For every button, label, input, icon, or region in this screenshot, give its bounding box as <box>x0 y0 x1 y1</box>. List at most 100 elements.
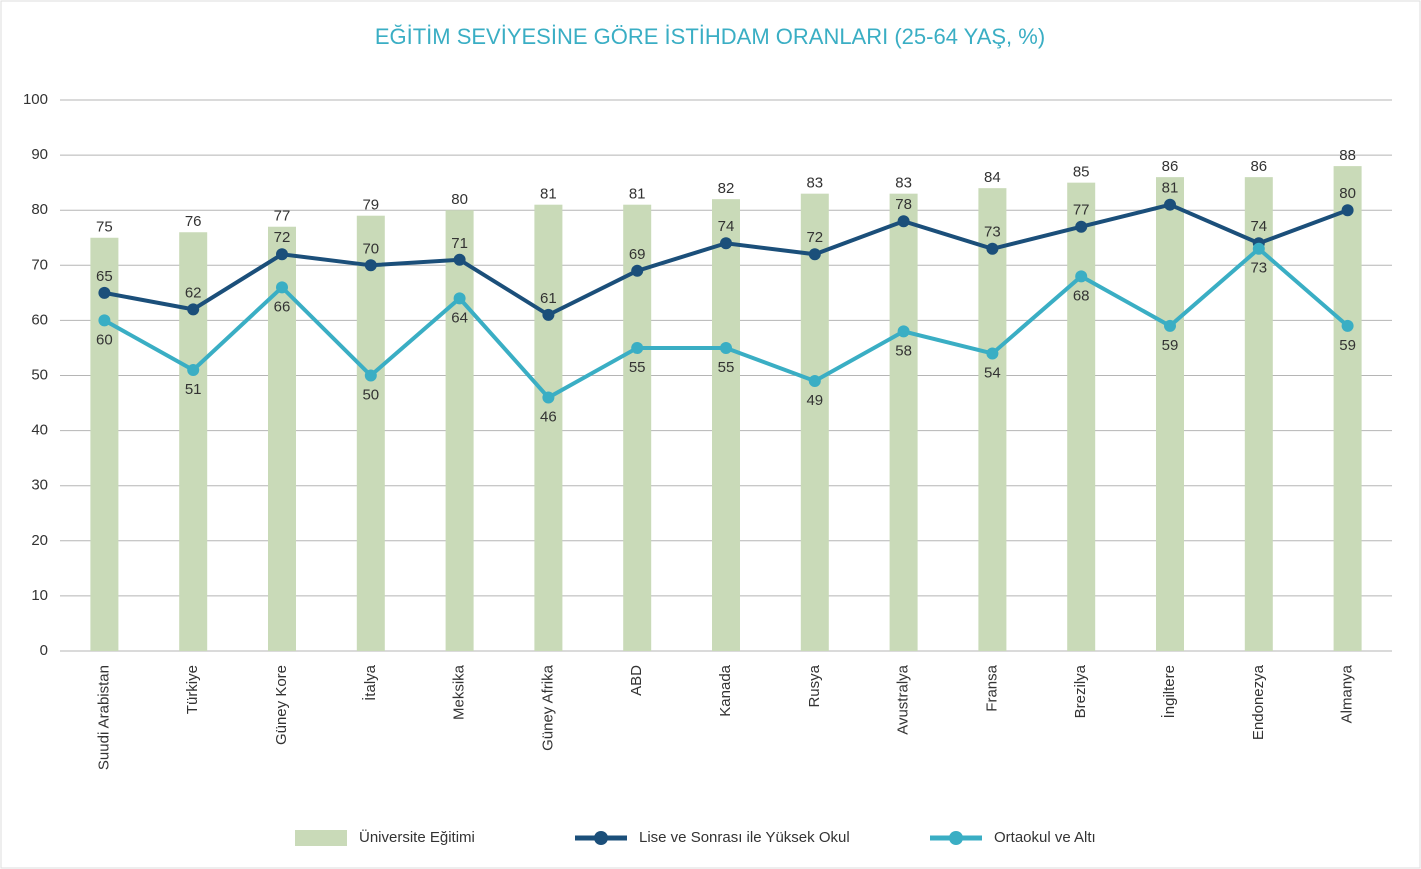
line-value-label: 74 <box>1250 218 1267 235</box>
line-point <box>98 314 111 327</box>
y-tick-label: 50 <box>31 366 48 383</box>
line-value-label: 70 <box>362 240 379 257</box>
bar-value-label: 80 <box>451 191 468 208</box>
x-tick-label: İtalya <box>361 664 379 701</box>
line-value-label: 80 <box>1339 185 1356 202</box>
line-point <box>453 292 466 305</box>
line-point <box>542 391 555 404</box>
bar-value-label: 81 <box>629 186 646 203</box>
legend-swatch <box>594 831 608 845</box>
line-point <box>1075 270 1088 283</box>
x-tick-label: İngiltere <box>1160 665 1178 718</box>
x-tick-label: Güney Afrika <box>539 664 556 751</box>
line-value-label: 61 <box>540 290 557 307</box>
bar <box>445 210 474 651</box>
line-point <box>720 237 732 250</box>
line-point <box>1164 198 1176 211</box>
line-value-label: 69 <box>629 246 646 263</box>
x-tick-label: Avustralya <box>895 664 912 734</box>
line-value-label: 78 <box>895 196 912 213</box>
line-point <box>897 325 910 338</box>
x-tick-label: Suudi Arabistan <box>95 665 112 770</box>
line-value-label: 59 <box>1339 337 1356 354</box>
legend-swatch <box>295 830 347 846</box>
line-point <box>631 341 644 354</box>
bar-value-label: 86 <box>1162 158 1179 175</box>
legend-label: Ortaokul ve Altı <box>994 829 1096 846</box>
line-value-label: 50 <box>362 386 379 403</box>
bar <box>534 204 563 651</box>
line-point <box>1164 319 1176 332</box>
line-point <box>1341 319 1354 332</box>
y-tick-label: 80 <box>31 201 48 218</box>
line-point <box>1341 204 1354 217</box>
line-point <box>98 286 111 299</box>
bar-value-label: 85 <box>1073 164 1090 181</box>
bar-value-label: 84 <box>984 169 1001 186</box>
line-value-label: 66 <box>274 298 291 315</box>
line-value-label: 54 <box>984 364 1001 381</box>
x-tick-label: Brezilya <box>1072 664 1089 718</box>
bar <box>889 193 918 652</box>
line-point <box>276 248 288 261</box>
line-point <box>808 375 821 388</box>
bar-value-label: 79 <box>362 197 379 214</box>
line-point <box>276 281 288 294</box>
line-point <box>364 369 377 382</box>
bar <box>623 204 652 651</box>
line-point <box>808 248 821 261</box>
line-point <box>897 215 910 228</box>
line-value-label: 81 <box>1162 180 1179 197</box>
x-tick-label: Güney Kore <box>273 665 290 745</box>
line-point <box>187 363 200 376</box>
line-point <box>187 303 200 316</box>
line-point <box>720 341 732 354</box>
line-value-label: 55 <box>629 359 646 376</box>
x-tick-label: Almanya <box>1339 664 1356 723</box>
y-tick-label: 60 <box>31 311 48 328</box>
bar-value-label: 77 <box>274 208 291 225</box>
bar <box>800 193 829 652</box>
bar-value-label: 75 <box>96 219 113 236</box>
y-tick-label: 90 <box>31 146 48 163</box>
line-value-label: 46 <box>540 409 557 426</box>
line-value-label: 51 <box>185 381 202 398</box>
line-value-label: 73 <box>1250 260 1267 277</box>
bar <box>1067 182 1096 651</box>
line-value-label: 72 <box>806 229 823 246</box>
line-point <box>364 259 377 272</box>
bar-value-label: 76 <box>185 213 202 230</box>
x-tick-label: Rusya <box>806 664 823 707</box>
line-point <box>986 347 999 360</box>
line-point <box>1252 242 1265 255</box>
bar <box>90 237 119 651</box>
bar <box>978 188 1007 651</box>
chart-title: EĞİTİM SEVİYESİNE GÖRE İSTİHDAM ORANLARI… <box>375 24 1045 49</box>
line-value-label: 72 <box>274 229 291 246</box>
bar-value-label: 86 <box>1250 158 1267 175</box>
x-tick-label: Kanada <box>717 664 734 716</box>
line-value-label: 64 <box>451 309 468 326</box>
line-value-label: 74 <box>718 218 735 235</box>
legend-swatch <box>949 831 963 845</box>
line-point <box>542 308 555 321</box>
line-value-label: 68 <box>1073 287 1090 304</box>
y-tick-label: 10 <box>31 587 48 604</box>
bar-value-label: 83 <box>895 175 912 192</box>
bar <box>1333 166 1362 651</box>
line-value-label: 73 <box>984 224 1001 241</box>
y-tick-label: 70 <box>31 256 48 273</box>
x-tick-label: Meksika <box>451 664 468 720</box>
line-value-label: 62 <box>185 284 202 301</box>
bar-value-label: 83 <box>806 175 823 192</box>
bar-value-label: 82 <box>718 180 735 197</box>
line-value-label: 71 <box>451 235 468 252</box>
legend-label: Lise ve Sonrası ile Yüksek Okul <box>639 829 850 846</box>
line-value-label: 65 <box>96 268 113 285</box>
line-point <box>986 242 999 255</box>
y-tick-label: 20 <box>31 532 48 549</box>
line-value-label: 60 <box>96 331 113 348</box>
line-value-label: 77 <box>1073 202 1090 219</box>
